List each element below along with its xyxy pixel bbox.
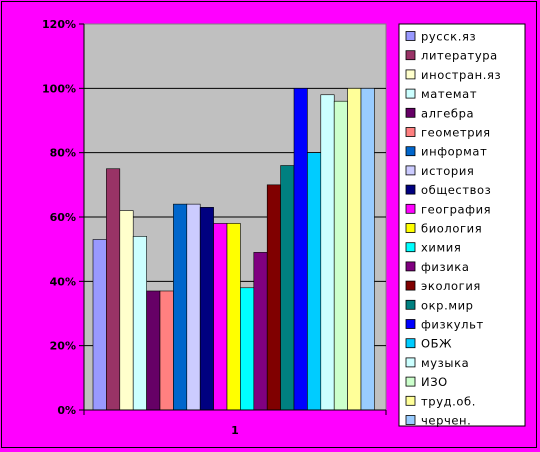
legend-label: ИЗО [421, 375, 448, 389]
legend-label: физика [421, 260, 470, 274]
bar [307, 152, 322, 411]
legend-swatch [405, 146, 416, 157]
x-tick-label: 1 [231, 424, 239, 437]
legend-label: музыка [421, 356, 469, 370]
bar [213, 223, 228, 411]
legend-swatch [405, 319, 416, 329]
bar [347, 88, 362, 411]
y-tick-label: 20% [50, 340, 76, 353]
legend-swatch [405, 184, 416, 195]
bar [253, 252, 268, 411]
legend-label: география [421, 202, 491, 216]
legend-label: ОБЖ [421, 337, 452, 351]
legend-swatch [405, 299, 416, 310]
bar [106, 168, 121, 411]
legend-label: физкульт [421, 318, 484, 332]
legend-swatch [405, 31, 416, 41]
legend: русск.яз литература иностран.яз математ алге… [398, 23, 526, 428]
legend-label: экология [421, 279, 481, 293]
legend-swatch [405, 69, 416, 80]
bar [186, 203, 201, 411]
bar [119, 210, 134, 411]
legend-label: черчен. [421, 414, 471, 428]
bar [280, 165, 295, 411]
axes: 0% 20% 40% 60% 80% 100% 120% 1 [42, 18, 387, 437]
bars [92, 88, 375, 411]
legend-label: история [421, 164, 474, 178]
legend-swatch [405, 88, 416, 99]
legend-label: литература [421, 49, 498, 63]
bar [240, 287, 255, 411]
legend-label: геометрия [421, 126, 491, 140]
legend-label: химия [421, 241, 461, 255]
bar [173, 203, 188, 411]
legend-swatch [405, 376, 416, 387]
legend-swatch [405, 223, 416, 233]
legend-swatch [405, 165, 416, 176]
legend-label: русск.яз [421, 30, 476, 44]
legend-label: труд.об. [421, 394, 476, 408]
legend-label: алгебра [421, 106, 474, 120]
bar [132, 236, 147, 411]
bar [199, 207, 214, 411]
legend-label: иностран.яз [421, 68, 501, 82]
bar [92, 239, 107, 411]
legend-swatch [405, 50, 416, 61]
bar [333, 100, 348, 411]
legend-swatch [405, 280, 416, 291]
legend-swatch [405, 107, 416, 118]
y-tick-label: 100% [42, 82, 76, 95]
bar [293, 88, 308, 411]
legend-label: окр.мир [421, 298, 474, 312]
y-tick-label: 120% [42, 18, 76, 31]
bar [146, 290, 161, 411]
legend-swatch [405, 338, 416, 349]
legend-swatch [405, 242, 416, 253]
legend-swatch [405, 357, 416, 368]
legend-swatch [405, 127, 416, 137]
bar [360, 88, 375, 411]
legend-swatch [405, 395, 416, 406]
y-tick-label: 80% [50, 147, 76, 160]
bar [266, 184, 281, 411]
legend-label: математ [421, 87, 477, 101]
y-tick-label: 60% [50, 211, 76, 224]
legend-label: биология [421, 222, 482, 236]
legend-label: обществоз [421, 183, 491, 197]
bar [320, 94, 335, 411]
legend-swatch [405, 203, 416, 214]
bar [226, 223, 241, 411]
legend-swatch [405, 415, 416, 425]
y-tick-label: 0% [57, 404, 76, 417]
y-tick-label: 40% [50, 275, 76, 288]
bar [159, 290, 174, 411]
legend-swatch [405, 261, 416, 272]
legend-box [398, 23, 526, 427]
legend-label: информат [421, 145, 487, 159]
